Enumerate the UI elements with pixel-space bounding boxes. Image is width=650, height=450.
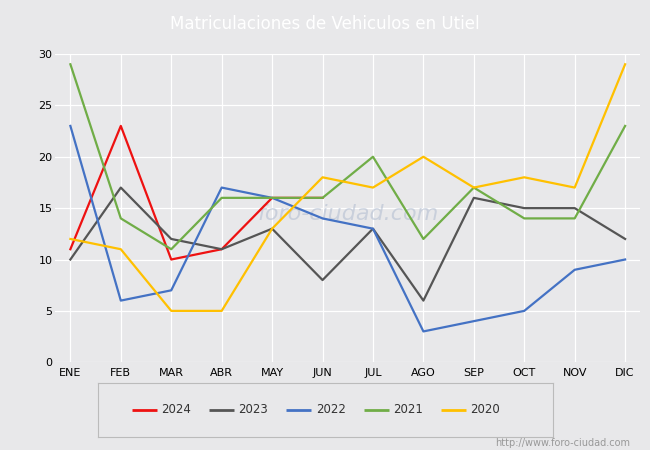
2020 <box>571 185 578 190</box>
2023 <box>521 205 528 211</box>
2023 <box>167 236 175 242</box>
2021 <box>268 195 276 201</box>
Text: 2024: 2024 <box>161 403 191 416</box>
2024 <box>117 123 125 129</box>
2021 <box>369 154 377 159</box>
2023 <box>218 247 226 252</box>
2021 <box>117 216 125 221</box>
Text: Matriculaciones de Vehiculos en Utiel: Matriculaciones de Vehiculos en Utiel <box>170 14 480 33</box>
2020 <box>167 308 175 314</box>
2021 <box>167 247 175 252</box>
2022 <box>218 185 226 190</box>
Text: 2020: 2020 <box>471 403 500 416</box>
2021 <box>66 62 74 67</box>
2023 <box>470 195 478 201</box>
2020 <box>66 236 74 242</box>
2021 <box>571 216 578 221</box>
2020 <box>470 185 478 190</box>
Text: 2022: 2022 <box>316 403 346 416</box>
2022 <box>470 319 478 324</box>
2020 <box>419 154 427 159</box>
Text: foro-ciudad.com: foro-ciudad.com <box>257 204 438 224</box>
2022 <box>318 216 326 221</box>
2022 <box>66 123 74 129</box>
2022 <box>419 328 427 334</box>
2024 <box>218 247 226 252</box>
Text: 2023: 2023 <box>239 403 268 416</box>
2022 <box>571 267 578 272</box>
2023 <box>419 298 427 303</box>
2022 <box>369 226 377 231</box>
2021 <box>521 216 528 221</box>
2021 <box>218 195 226 201</box>
2020 <box>521 175 528 180</box>
Line: 2023: 2023 <box>70 188 625 301</box>
2022 <box>268 195 276 201</box>
2021 <box>470 185 478 190</box>
2020 <box>218 308 226 314</box>
2023 <box>318 277 326 283</box>
2020 <box>268 226 276 231</box>
2020 <box>369 185 377 190</box>
2023 <box>369 226 377 231</box>
2022 <box>117 298 125 303</box>
2023 <box>117 185 125 190</box>
2020 <box>117 247 125 252</box>
2023 <box>621 236 629 242</box>
2022 <box>521 308 528 314</box>
2024 <box>66 247 74 252</box>
2023 <box>268 226 276 231</box>
2023 <box>66 257 74 262</box>
2021 <box>419 236 427 242</box>
2020 <box>621 62 629 67</box>
2021 <box>318 195 326 201</box>
Text: http://www.foro-ciudad.com: http://www.foro-ciudad.com <box>495 438 630 448</box>
Line: 2024: 2024 <box>70 126 322 260</box>
Line: 2021: 2021 <box>70 64 625 249</box>
2024 <box>167 257 175 262</box>
Line: 2020: 2020 <box>70 64 625 311</box>
2020 <box>318 175 326 180</box>
2024 <box>268 195 276 201</box>
2021 <box>621 123 629 129</box>
2022 <box>167 288 175 293</box>
Text: 2021: 2021 <box>393 403 423 416</box>
Line: 2022: 2022 <box>70 126 625 331</box>
2022 <box>621 257 629 262</box>
2024 <box>318 195 326 201</box>
2023 <box>571 205 578 211</box>
